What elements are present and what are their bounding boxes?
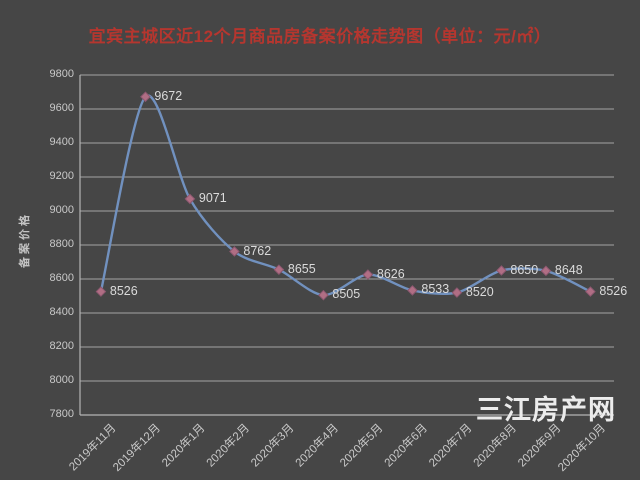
y-tick-label: 9000 bbox=[49, 204, 74, 216]
data-label: 8648 bbox=[554, 262, 583, 277]
data-point-marker bbox=[318, 289, 329, 301]
data-label: 9672 bbox=[154, 88, 183, 103]
data-point-marker bbox=[585, 286, 596, 297]
y-tick-label: 9200 bbox=[49, 170, 74, 182]
y-tick-label: 9600 bbox=[49, 102, 74, 114]
data-point-marker bbox=[496, 265, 507, 276]
data-point-marker bbox=[273, 264, 285, 275]
data-point-marker bbox=[140, 91, 151, 103]
data-point-marker bbox=[229, 246, 240, 257]
data-label: 8526 bbox=[109, 283, 138, 298]
data-label: 8655 bbox=[287, 261, 316, 276]
data-label: 8650 bbox=[510, 262, 539, 277]
y-tick-label: 9800 bbox=[49, 68, 74, 80]
y-tick-label: 8400 bbox=[49, 306, 74, 318]
y-tick-label: 8800 bbox=[49, 238, 74, 250]
data-point-marker bbox=[184, 193, 196, 205]
data-point-marker bbox=[407, 285, 418, 296]
data-point-marker bbox=[451, 287, 463, 298]
data-label: 8626 bbox=[376, 266, 405, 281]
data-label: 8533 bbox=[421, 282, 450, 297]
data-label: 8762 bbox=[243, 243, 272, 258]
y-tick-label: 8000 bbox=[49, 374, 74, 386]
data-label: 8505 bbox=[332, 287, 361, 302]
y-tick-label: 9400 bbox=[49, 136, 74, 148]
data-label: 9071 bbox=[198, 190, 227, 205]
data-label: 8520 bbox=[465, 284, 494, 299]
chart-title: 宜宾主城区近12个月商品房备案价格走势图（单位：元/㎡） bbox=[88, 27, 552, 46]
data-label: 8526 bbox=[599, 283, 628, 298]
data-point-marker bbox=[362, 269, 374, 280]
y-tick-label: 7800 bbox=[49, 408, 74, 420]
data-point-marker bbox=[540, 265, 552, 277]
y-tick-label: 8600 bbox=[49, 272, 74, 284]
y-tick-label: 8200 bbox=[49, 340, 74, 352]
data-point-marker bbox=[95, 286, 107, 297]
watermark-logo: 三江房产网 bbox=[476, 395, 616, 425]
